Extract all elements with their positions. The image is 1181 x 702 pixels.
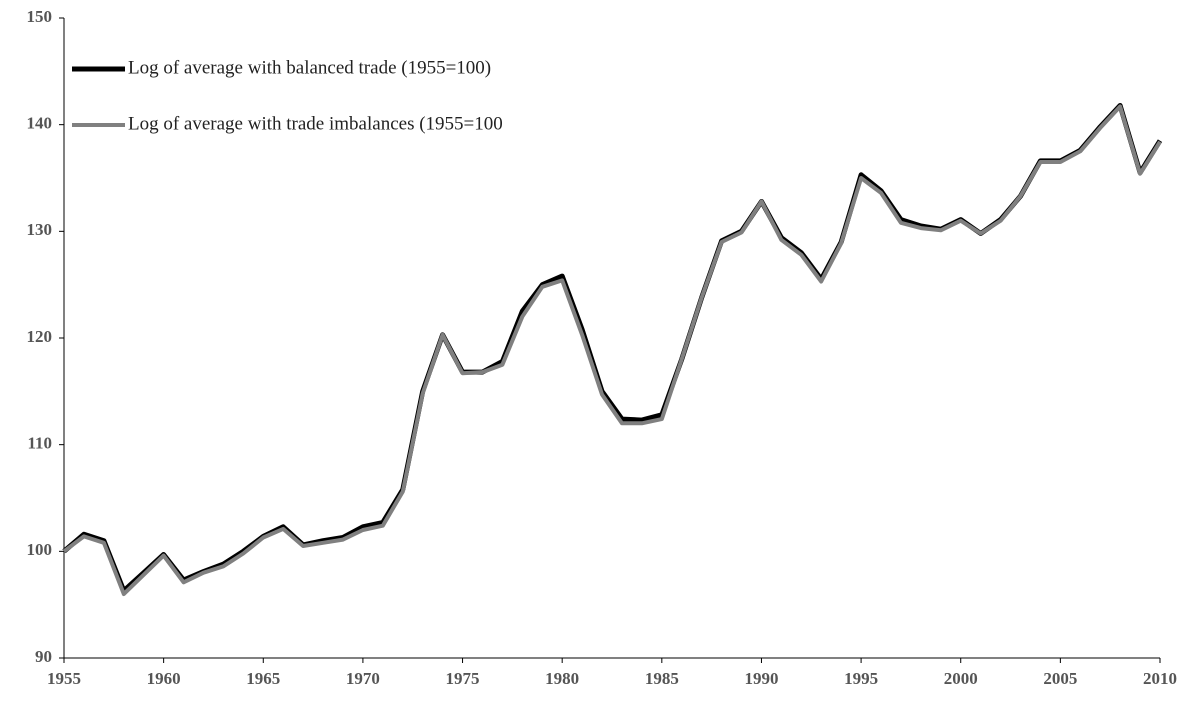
y-tick-label: 140 (27, 114, 53, 133)
x-tick-label: 1965 (246, 669, 280, 688)
x-tick-label: 1990 (744, 669, 778, 688)
x-tick-label: 1985 (645, 669, 679, 688)
x-tick-label: 2005 (1043, 669, 1077, 688)
y-tick-label: 150 (27, 7, 53, 26)
x-tick-label: 1970 (346, 669, 380, 688)
y-tick-label: 120 (27, 327, 53, 346)
x-tick-label: 1995 (844, 669, 878, 688)
x-tick-label: 1955 (47, 669, 81, 688)
legend-label: Log of average with balanced trade (1955… (128, 57, 491, 78)
x-tick-label: 1980 (545, 669, 579, 688)
y-tick-label: 110 (27, 434, 52, 453)
legend-label: Log of average with trade imbalances (19… (128, 113, 503, 134)
y-tick-label: 90 (35, 647, 52, 666)
y-tick-label: 130 (27, 220, 53, 239)
series-line (62, 103, 1163, 594)
x-tick-label: 2000 (944, 669, 978, 688)
x-tick-label: 1975 (446, 669, 480, 688)
series-line (62, 104, 1162, 596)
x-tick-label: 1960 (147, 669, 181, 688)
y-tick-label: 100 (27, 540, 53, 559)
x-tick-label: 2010 (1143, 669, 1177, 688)
